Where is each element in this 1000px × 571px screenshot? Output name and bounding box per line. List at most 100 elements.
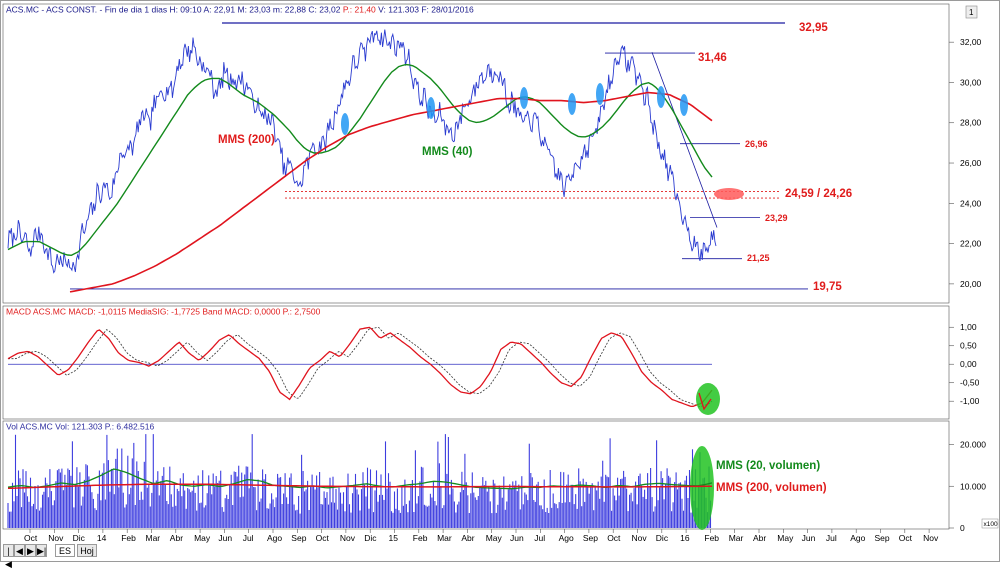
- x-tick-label: Dic: [656, 533, 669, 543]
- crossover-marker: [341, 113, 349, 135]
- x-tick-label: Oct: [24, 533, 38, 543]
- nav-first-button[interactable]: |◀: [3, 544, 14, 569]
- price-header-change: P.: 21,40: [343, 5, 376, 15]
- nav-play-button[interactable]: ▶: [25, 544, 36, 557]
- label-support-zone: 24,59 / 24,26: [785, 188, 852, 200]
- x-tick-label: Jun: [218, 533, 232, 543]
- x-tick-label: Jul: [826, 533, 837, 543]
- price-y-tick-label: 20,00: [960, 279, 982, 289]
- tab-hoj[interactable]: Hoj: [77, 544, 97, 557]
- volume-panel[interactable]: Vol ACS.MC Vol: 121.303 P.: 6.482.516 20…: [2, 420, 999, 533]
- x-tick-label: Feb: [413, 533, 428, 543]
- macd-y-axis: 1,00 0,50 0,00 -0,50 -1,00: [949, 322, 980, 406]
- price-y-axis: 32,00 30,00 28,00 26,00 24,00 22,00 20,00: [949, 37, 982, 289]
- price-y-tick-label: 24,00: [960, 198, 982, 208]
- crossover-marker: [680, 94, 688, 116]
- price-y-tick-label: 30,00: [960, 77, 982, 87]
- x-tick-label: May: [777, 533, 794, 543]
- x-tick-label: Nov: [632, 533, 648, 543]
- volume-bars: [7, 434, 712, 528]
- nav-prev-button[interactable]: ◀: [14, 544, 25, 557]
- price-header-info: ACS.MC - ACS CONST. - Fin de dia 1 dias …: [6, 5, 343, 15]
- macd-signal-line: [8, 327, 713, 408]
- price-header-info2: V: 121.303 F: 28/01/2016: [376, 5, 474, 15]
- x-tick-label: Sep: [583, 533, 598, 543]
- price-panel[interactable]: ACS.MC - ACS CONST. - Fin de dia 1 dias …: [2, 3, 982, 304]
- label-mms40: MMS (40): [422, 146, 473, 158]
- price-markers: [341, 83, 744, 200]
- macd-panel[interactable]: MACD ACS.MC MACD: -1,0115 MediaSIG: -1,7…: [2, 305, 980, 420]
- crossover-marker: [657, 86, 665, 108]
- x-tick-label: 15: [389, 533, 399, 543]
- x-axis: Oct Nov Dic 14 Feb Mar Abr May Jun Jul Ago Sep Oct No…: [24, 529, 939, 543]
- x-tick-label: May: [486, 533, 503, 543]
- panel-badge[interactable]: [965, 5, 978, 19]
- x-tick-label: Ago: [267, 533, 282, 543]
- price-header: ACS.MC - ACS CONST. - Fin de dia 1 dias …: [6, 5, 474, 15]
- panel-badge-label: 1: [969, 8, 974, 17]
- volume-y-tick-label: 0: [960, 523, 965, 533]
- label-bottom-level: 19,75: [813, 281, 842, 293]
- mms200-line: [69, 91, 713, 293]
- x-tick-label: Ago: [850, 533, 865, 543]
- label-second-high: 31,46: [698, 52, 727, 64]
- x-tick-label: Dic: [364, 533, 377, 543]
- volume-mms20-line: [7, 468, 713, 490]
- tab-es[interactable]: ES: [55, 544, 75, 557]
- x-tick-label: Oct: [899, 533, 913, 543]
- volume-y-tick-label: 10.000: [960, 481, 986, 491]
- macd-series-group: [7, 326, 720, 415]
- x-tick-label: Sep: [291, 533, 306, 543]
- label-vol-mms200: MMS (200, volumen): [716, 482, 827, 494]
- volume-header: Vol ACS.MC Vol: 121.303 P.: 6.482.516: [6, 422, 154, 432]
- x-tick-label: Oct: [607, 533, 621, 543]
- price-y-tick-label: 32,00: [960, 37, 982, 47]
- macd-cross-detail: [698, 392, 712, 411]
- volume-unit-label: x100: [984, 521, 998, 528]
- label-level-2329: 23,29: [765, 213, 788, 223]
- price-y-tick-label: 28,00: [960, 118, 982, 128]
- crossover-marker: [427, 97, 435, 119]
- x-tick-label: Feb: [704, 533, 719, 543]
- price-level-lines: [70, 22, 808, 290]
- x-tick-label: Jun: [802, 533, 816, 543]
- crossover-marker: [520, 87, 528, 109]
- x-tick-label: Jul: [534, 533, 545, 543]
- downtrend-line: [651, 52, 718, 228]
- price-y-tick-label: 22,00: [960, 239, 982, 249]
- volume-y-tick-label: 20.000: [960, 440, 986, 450]
- x-tick-label: Mar: [729, 533, 744, 543]
- x-tick-label: 16: [680, 533, 690, 543]
- x-tick-label: May: [194, 533, 211, 543]
- x-tick-label: Oct: [316, 533, 330, 543]
- x-tick-label: Jul: [243, 533, 254, 543]
- x-tick-label: Nov: [340, 533, 356, 543]
- macd-line: [7, 326, 713, 408]
- label-level-2125: 21,25: [747, 253, 770, 263]
- label-vol-mms20: MMS (20, volumen): [716, 460, 820, 472]
- x-tick-label: Abr: [170, 533, 183, 543]
- x-tick-label: Nov: [48, 533, 64, 543]
- x-tick-label: Dic: [73, 533, 86, 543]
- x-tick-label: Ago: [559, 533, 574, 543]
- price-series-group: [7, 29, 717, 293]
- x-tick-label: Sep: [875, 533, 890, 543]
- nav-next-button[interactable]: ▶|: [36, 544, 47, 557]
- macd-y-tick-label: 0,00: [960, 359, 977, 369]
- x-tick-label: Abr: [753, 533, 766, 543]
- label-top-level: 32,95: [799, 22, 828, 34]
- price-line: [7, 29, 717, 274]
- crossover-marker: [568, 93, 576, 115]
- macd-y-tick-label: 0,50: [960, 341, 977, 351]
- label-mms200: MMS (200): [218, 134, 275, 146]
- x-tick-label: Abr: [461, 533, 474, 543]
- volume-unit-badge: [981, 518, 999, 529]
- x-tick-label: Feb: [121, 533, 136, 543]
- volume-mms200-line: [7, 483, 712, 490]
- price-y-tick-label: 26,00: [960, 158, 982, 168]
- macd-header: MACD ACS.MC MACD: -1,0115 MediaSIG: -1,7…: [6, 307, 321, 317]
- volume-spike-marker: [690, 446, 714, 530]
- volume-y-axis: 20.000 10.000 0: [949, 440, 986, 533]
- support-zone-marker: [714, 188, 744, 200]
